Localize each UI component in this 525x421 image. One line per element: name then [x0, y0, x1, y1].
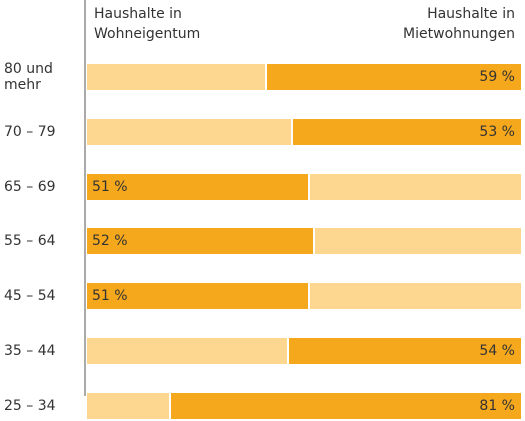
value-label: 51 % [92, 178, 128, 195]
value-label: 54 % [479, 343, 515, 359]
bar-segment [87, 228, 313, 255]
category-label: 65 – 69 [4, 178, 56, 195]
legend-right: Haushalte in Mietwohnungen [403, 6, 515, 42]
bar-segment [288, 338, 521, 364]
bar-segment [87, 338, 287, 364]
bar-segment [87, 283, 309, 310]
bar-segment [87, 392, 170, 419]
value-label: 81 % [479, 397, 515, 414]
value-label: 52 % [92, 233, 128, 250]
value-label: 59 % [479, 69, 515, 85]
axis-line [84, 0, 86, 396]
category-label: 45 – 54 [4, 288, 56, 305]
bar-segment [87, 173, 309, 200]
bar-segment [87, 64, 265, 90]
value-label: 53 % [479, 123, 515, 140]
category-label: 25 – 34 [4, 397, 56, 414]
category-label: 55 – 64 [4, 233, 56, 250]
value-label: 51 % [92, 288, 128, 305]
category-label: 80 und mehr [4, 61, 53, 93]
bar-segment [171, 392, 521, 419]
category-label: 70 – 79 [4, 123, 56, 140]
bar-segment [310, 173, 521, 200]
bar-segment [314, 228, 521, 255]
legend-left: Haushalte in Wohneigentum [94, 6, 201, 42]
bar-segment [292, 118, 521, 145]
bar-segment [266, 64, 521, 90]
bar-segment [87, 118, 291, 145]
category-label: 35 – 44 [4, 343, 56, 359]
bar-segment [310, 283, 521, 310]
